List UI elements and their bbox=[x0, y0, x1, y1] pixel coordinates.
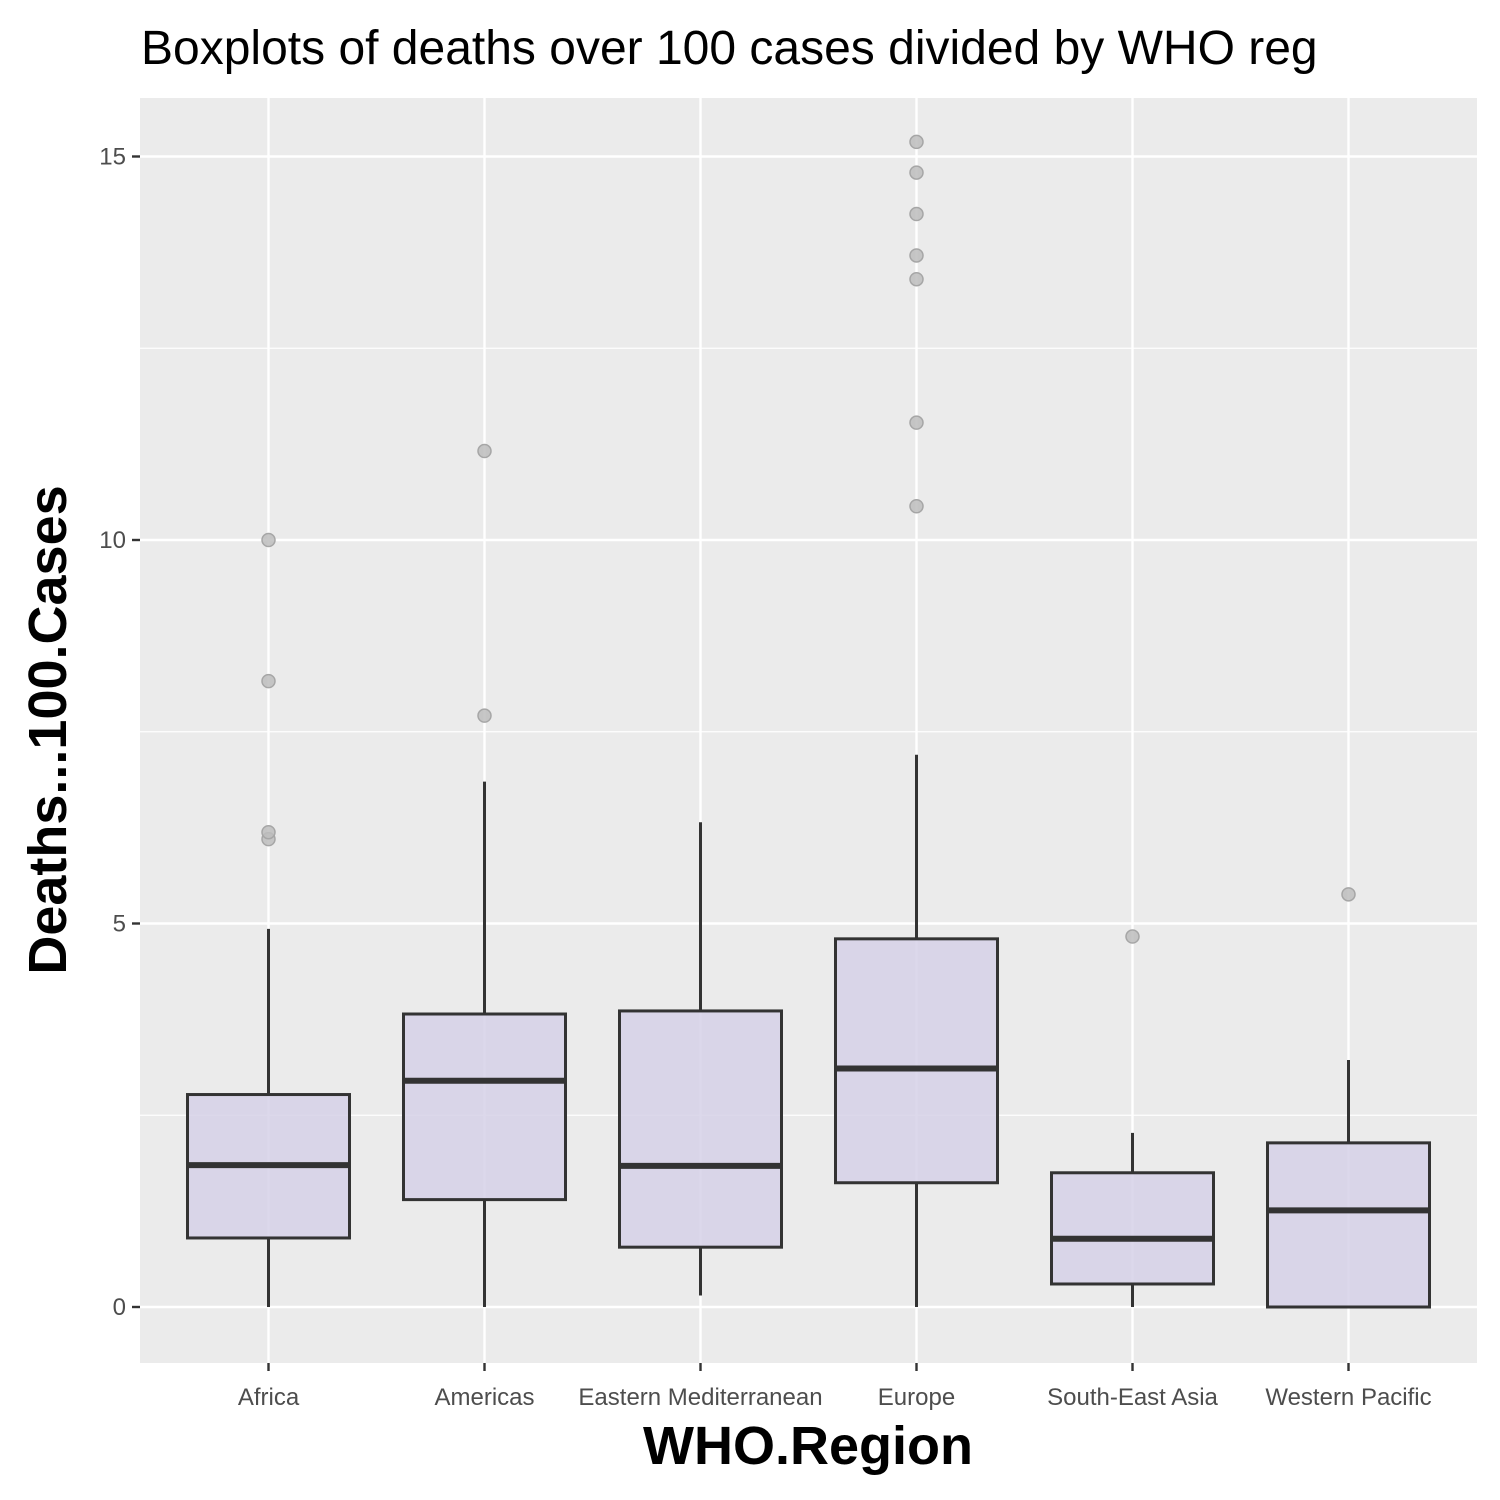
boxes bbox=[186, 134, 1431, 1309]
x-tick-label: Africa bbox=[238, 1384, 300, 1411]
outlier-point bbox=[477, 443, 492, 459]
box-iqr bbox=[618, 1009, 783, 1249]
box-group-europe bbox=[834, 134, 999, 1307]
x-tick-label: Eastern Mediterranean bbox=[578, 1384, 822, 1411]
box-group-south-east-asia bbox=[1050, 929, 1215, 1307]
outlier-point bbox=[909, 248, 924, 263]
box-iqr bbox=[1050, 1171, 1215, 1286]
plot-panel bbox=[140, 98, 1477, 1363]
outlier-point bbox=[477, 708, 492, 723]
box-iqr bbox=[1266, 1141, 1431, 1309]
outlier-point bbox=[909, 499, 924, 514]
outlier-point bbox=[909, 415, 924, 430]
box-group-americas bbox=[402, 443, 567, 1307]
y-tick-label: 5 bbox=[113, 911, 126, 938]
x-tick-label: Europe bbox=[878, 1384, 955, 1411]
axis-ticks: 0 5 10 15 Africa Americas Eastern Mediterranea… bbox=[99, 144, 1431, 1412]
outlier-point bbox=[261, 824, 276, 840]
x-axis-title: WHO.Region bbox=[643, 1416, 973, 1476]
outlier-point bbox=[1125, 929, 1140, 944]
outlier-point bbox=[909, 206, 924, 222]
y-tick-label: 0 bbox=[113, 1294, 126, 1321]
outlier-point bbox=[261, 673, 276, 689]
x-tick-label: Western Pacific bbox=[1265, 1384, 1431, 1411]
outlier-point bbox=[909, 165, 924, 180]
box-iqr bbox=[834, 937, 999, 1185]
box-group-western-pacific bbox=[1266, 887, 1431, 1309]
x-tick-label: South-East Asia bbox=[1047, 1384, 1218, 1411]
y-tick-label: 10 bbox=[99, 527, 126, 554]
outlier-point bbox=[909, 134, 924, 150]
outlier-point bbox=[1341, 887, 1356, 902]
box-iqr bbox=[402, 1012, 567, 1202]
outlier-point bbox=[261, 532, 276, 548]
box-group-eastern-mediterranean bbox=[618, 822, 783, 1296]
box-group-africa bbox=[186, 532, 351, 1307]
chart-title: Boxplots of deaths over 100 cases divide… bbox=[141, 22, 1318, 75]
y-tick-label: 15 bbox=[99, 144, 126, 171]
y-axis-title: Deaths...100.Cases bbox=[18, 485, 78, 974]
outlier-point bbox=[909, 271, 924, 287]
x-tick-label: Americas bbox=[434, 1384, 534, 1411]
